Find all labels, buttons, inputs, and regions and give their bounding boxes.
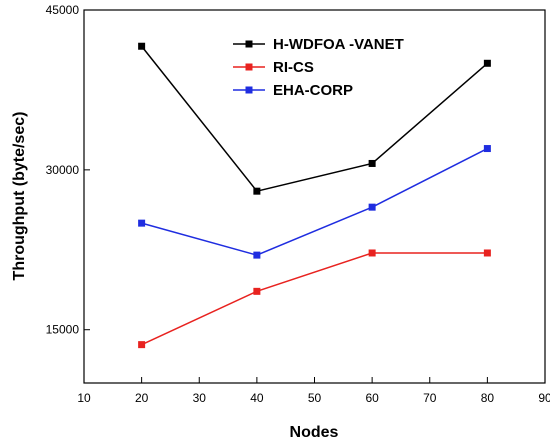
x-tick-label: 30	[193, 391, 207, 405]
x-tick-label: 90	[538, 391, 550, 405]
x-tick-label: 50	[308, 391, 322, 405]
series-layer	[138, 42, 491, 349]
data-point	[138, 42, 146, 50]
x-tick-label: 80	[481, 391, 495, 405]
data-point	[483, 145, 491, 153]
legend: H-WDFOA -VANET RI-CS EHA-CORP	[233, 36, 404, 99]
legend-marker	[245, 40, 253, 48]
y-tick-label: 45000	[46, 3, 80, 17]
legend-label: EHA-CORP	[273, 82, 353, 99]
legend-label: RI-CS	[273, 59, 314, 76]
data-point	[253, 251, 261, 259]
data-point	[138, 341, 146, 349]
data-point	[368, 203, 376, 211]
data-point	[483, 59, 491, 67]
x-tick-label: 60	[365, 391, 379, 405]
data-point	[483, 249, 491, 257]
x-tick-label: 40	[250, 391, 264, 405]
y-tick-label: 30000	[46, 163, 80, 177]
legend-marker	[245, 86, 253, 94]
x-axis-ticks: 10 20 30 40 50 60 70 80 90	[77, 377, 550, 405]
legend-label: H-WDFOA -VANET	[273, 36, 404, 53]
data-point	[138, 219, 146, 227]
y-tick-label: 15000	[46, 323, 80, 337]
data-point	[368, 249, 376, 257]
x-axis-title: Nodes	[290, 424, 339, 441]
legend-marker	[245, 63, 253, 71]
data-point	[368, 159, 376, 167]
data-point	[253, 187, 261, 195]
series-line	[141, 45, 488, 193]
x-tick-label: 70	[423, 391, 437, 405]
data-point	[253, 287, 261, 295]
x-tick-label: 10	[77, 391, 91, 405]
y-axis-title: Throughput (byte/sec)	[11, 112, 28, 281]
series-line	[141, 252, 488, 346]
x-tick-label: 20	[135, 391, 149, 405]
series-line	[141, 147, 488, 256]
plot-frame	[83, 9, 546, 384]
y-axis-ticks: 15000 30000 45000	[46, 3, 90, 337]
